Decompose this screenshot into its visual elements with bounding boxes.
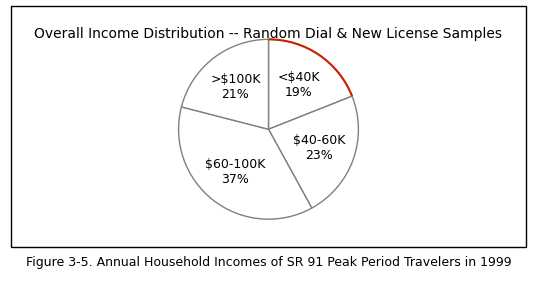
Wedge shape bbox=[179, 107, 312, 219]
Wedge shape bbox=[268, 39, 352, 129]
Text: Figure 3-5. Annual Household Incomes of SR 91 Peak Period Travelers in 1999: Figure 3-5. Annual Household Incomes of … bbox=[26, 256, 511, 269]
Text: $60-100K
37%: $60-100K 37% bbox=[205, 158, 266, 186]
Text: <$40K
19%: <$40K 19% bbox=[278, 71, 320, 99]
Text: $40-60K
23%: $40-60K 23% bbox=[293, 133, 345, 162]
Text: >$100K
21%: >$100K 21% bbox=[210, 72, 260, 101]
Wedge shape bbox=[182, 39, 268, 129]
Text: Overall Income Distribution -- Random Dial & New License Samples: Overall Income Distribution -- Random Di… bbox=[34, 27, 503, 41]
Wedge shape bbox=[268, 96, 358, 208]
